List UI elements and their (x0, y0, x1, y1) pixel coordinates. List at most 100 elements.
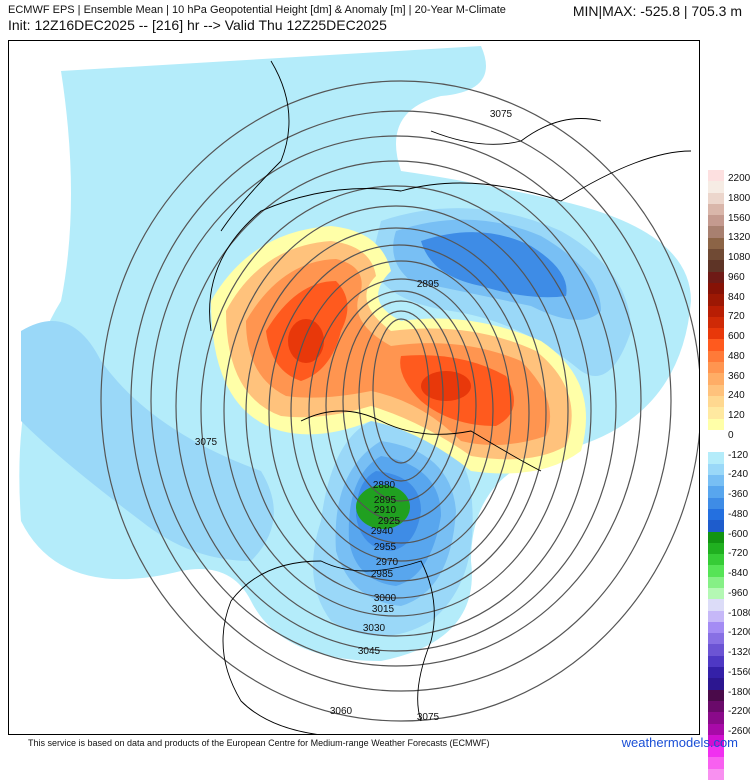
colorbar-swatch (708, 667, 724, 679)
contour-label: 2895 (374, 495, 397, 506)
colorbar-swatch (708, 395, 724, 408)
contour-label: 3075 (490, 109, 513, 120)
colorbar-swatch (708, 203, 724, 216)
colorbar-label: 240 (728, 390, 745, 402)
min-max-readout: MIN|MAX: -525.8 | 705.3 m (572, 3, 742, 19)
contour-label: 3000 (374, 593, 397, 604)
colorbar-label: -480 (728, 508, 749, 520)
contour-label: 2970 (376, 557, 399, 568)
colorbar-label: 2200 (728, 173, 750, 184)
colorbar-swatch (708, 655, 724, 668)
colorbar-label: 720 (728, 311, 745, 323)
colorbar-swatch (708, 215, 724, 227)
colorbar-label: -840 (728, 568, 749, 579)
colorbar-swatch (708, 192, 724, 204)
colorbar-label: 360 (728, 370, 745, 382)
contour-label: 2940 (371, 526, 394, 537)
colorbar-swatch (708, 576, 724, 588)
colorbar-swatch (708, 475, 724, 487)
colorbar-swatch (708, 531, 724, 543)
colorbar-swatch (708, 441, 724, 453)
height-contours (100, 80, 699, 722)
colorbar-label: -2200 (728, 706, 750, 718)
colorbar-swatch (708, 260, 724, 272)
colorbar-swatch (708, 587, 724, 600)
chart-title: ECMWF EPS | Ensemble Mean | 10 hPa Geopo… (8, 4, 506, 16)
colorbar-swatch (708, 418, 724, 430)
contour-label: 3060 (330, 706, 353, 717)
colorbar-swatch (708, 429, 724, 442)
colorbar-label: -1080 (728, 607, 750, 619)
colorbar-label: -120 (728, 449, 749, 461)
brand-link[interactable]: weathermodels.com (621, 735, 738, 750)
colorbar-swatch (708, 350, 724, 363)
colorbar-swatch (708, 508, 724, 521)
colorbar-swatch (708, 328, 724, 340)
colorbar-swatch (708, 384, 724, 396)
colorbar-swatch (708, 170, 724, 182)
colorbar-swatch (708, 712, 724, 724)
colorbar-label: 600 (728, 331, 745, 342)
colorbar-swatch (708, 644, 724, 656)
colorbar-swatch (708, 249, 724, 261)
map-panel: 3075 2895 3075 2880 2895 2910 2925 2940 … (8, 40, 700, 735)
colorbar-label: -960 (728, 587, 749, 599)
colorbar-swatch (708, 271, 724, 283)
colorbar-swatch (708, 181, 724, 193)
colorbar-label: 840 (728, 291, 745, 303)
colorbar-label: -720 (728, 548, 749, 560)
colorbar-swatch (708, 689, 724, 701)
colorbar-label: -1800 (728, 686, 750, 698)
colorbar-swatch (708, 373, 724, 385)
colorbar-swatch (708, 621, 724, 634)
colorbar-swatch (708, 486, 724, 498)
contour-label: 2895 (417, 279, 440, 290)
colorbar-swatch (708, 700, 724, 713)
colorbar-label: -360 (728, 489, 749, 500)
colorbar-label: -240 (728, 469, 749, 481)
colorbar-swatch (708, 542, 724, 555)
contour-label: 2910 (374, 505, 397, 516)
colorbar-swatch (708, 407, 724, 419)
colorbar-swatch (708, 610, 724, 622)
colorbar-swatch (708, 633, 724, 645)
colorbar-swatch (708, 339, 724, 351)
colorbar-swatch (708, 768, 724, 780)
colorbar-swatch (708, 305, 724, 317)
colorbar-label: -2600 (728, 726, 750, 737)
colorbar-swatch (708, 282, 724, 295)
colorbar-swatch (708, 554, 724, 566)
contour-label: 3030 (363, 623, 386, 634)
colorbar-label: 960 (728, 271, 745, 283)
colorbar-swatch (708, 362, 724, 374)
contour-label: 2925 (378, 516, 401, 527)
colorbar-swatch (708, 520, 724, 532)
contour-label: 3045 (358, 646, 381, 657)
colorbar-swatch (708, 237, 724, 250)
colorbar-label: 480 (728, 350, 745, 362)
anomaly-map: 3075 2895 3075 2880 2895 2910 2925 2940 … (19, 46, 699, 734)
colorbar-label: 1320 (728, 232, 750, 244)
colorbar-swatch (708, 463, 724, 476)
colorbar-swatch (708, 226, 724, 238)
init-valid-time: Init: 12Z16DEC2025 -- [216] hr --> Valid… (8, 17, 387, 33)
colorbar-swatch (708, 497, 724, 509)
contour-label: 3075 (195, 437, 218, 448)
colorbar-label: 1560 (728, 212, 750, 224)
colorbar-swatch (708, 316, 724, 329)
coastlines (209, 60, 692, 734)
contour-label: 3015 (372, 604, 395, 615)
colorbar-swatch (708, 599, 724, 611)
colorbar-swatch (708, 565, 724, 577)
colorbar-label: -1560 (728, 666, 750, 678)
footer-credit: This service is based on data and produc… (28, 738, 490, 748)
colorbar-swatch (708, 734, 724, 747)
colorbar-swatch (708, 452, 724, 464)
contour-labels: 3075 2895 3075 2880 2895 2910 2925 2940 … (195, 109, 513, 723)
colorbar-swatch (708, 678, 724, 690)
colorbar-swatch (708, 723, 724, 735)
colorbar-label: -1320 (728, 647, 750, 658)
contour-label: 3075 (417, 712, 440, 723)
colorbar-swatch (708, 294, 724, 306)
